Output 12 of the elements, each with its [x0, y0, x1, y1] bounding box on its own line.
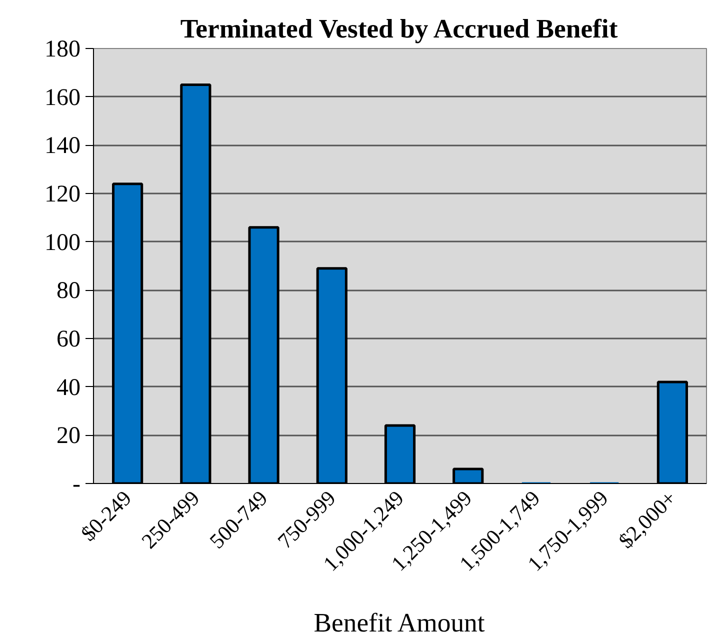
y-tick-label: - [72, 472, 81, 498]
y-tick-label: 160 [44, 84, 80, 111]
y-tick-label: 20 [56, 423, 80, 450]
y-tick-label: 100 [44, 230, 80, 256]
y-tick-label: 60 [56, 326, 80, 352]
y-tick-label: 80 [56, 278, 80, 304]
y-tick-label: 40 [56, 374, 80, 401]
y-tick-label: 140 [44, 133, 80, 160]
y-tick-label: 180 [44, 36, 80, 62]
x-axis-title: Benefit Amount [314, 607, 486, 638]
y-tick-label: 120 [44, 182, 80, 208]
chart-title: Terminated Vested by Accrued Benefit [180, 14, 618, 44]
